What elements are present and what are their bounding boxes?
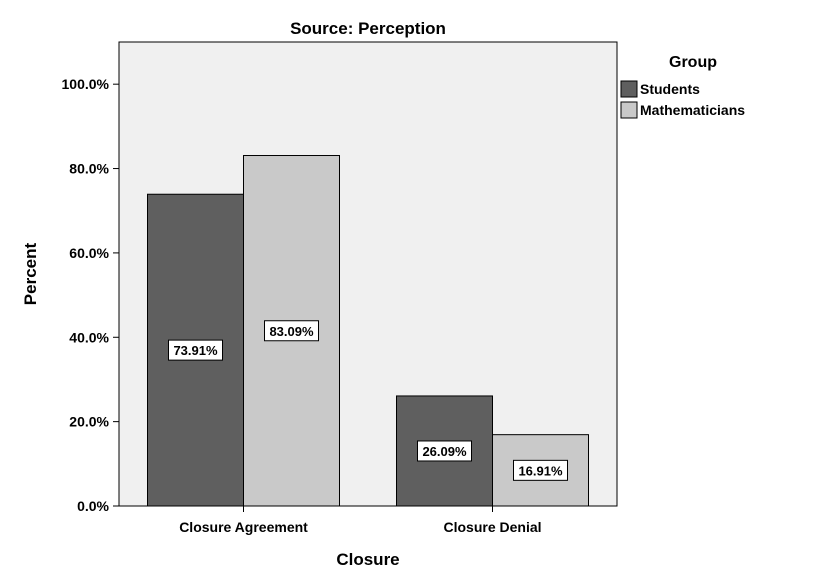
data-label-students-1: 73.91% xyxy=(168,339,223,361)
y-axis: 0.0% 20.0% 40.0% 60.0% 80.0% 100.0% xyxy=(62,76,119,514)
y-tick-label: 20.0% xyxy=(69,414,109,430)
data-label-text: 73.91% xyxy=(173,343,218,358)
legend-label-students: Students xyxy=(640,81,700,97)
x-tick-label: Closure Denial xyxy=(443,519,541,535)
legend-title: Group xyxy=(669,54,717,71)
legend: Group Students Mathematicians xyxy=(620,54,745,119)
data-label-text: 83.09% xyxy=(269,324,314,339)
y-tick-label: 100.0% xyxy=(62,76,110,92)
data-label-box xyxy=(513,459,568,481)
chart-title: Source: Perception xyxy=(290,19,446,38)
data-label-text: 16.91% xyxy=(518,463,563,478)
data-label-box xyxy=(168,339,223,361)
data-label-box xyxy=(264,320,319,342)
data-labels-group: 73.91% 83.09% 26.09% 16.91% xyxy=(168,320,568,481)
data-label-mathematicians-1: 83.09% xyxy=(264,320,319,342)
x-tick-label: Closure Agreement xyxy=(179,519,308,535)
y-tick-label: 0.0% xyxy=(77,498,109,514)
y-tick-label: 80.0% xyxy=(69,161,109,177)
data-label-text: 26.09% xyxy=(422,444,467,459)
y-tick-label: 60.0% xyxy=(69,245,109,261)
y-tick-label: 40.0% xyxy=(69,329,109,345)
x-axis: Closure Agreement Closure Denial xyxy=(179,506,542,535)
data-label-mathematicians-2: 16.91% xyxy=(513,459,568,481)
x-axis-title: Closure xyxy=(336,550,399,569)
legend-label-mathematicians: Mathematicians xyxy=(640,102,745,118)
y-axis-title: Percent xyxy=(21,242,40,305)
legend-swatch-mathematicians xyxy=(620,101,638,119)
data-label-box xyxy=(417,440,472,462)
legend-swatch-students xyxy=(620,80,638,98)
data-label-students-2: 26.09% xyxy=(417,440,472,462)
